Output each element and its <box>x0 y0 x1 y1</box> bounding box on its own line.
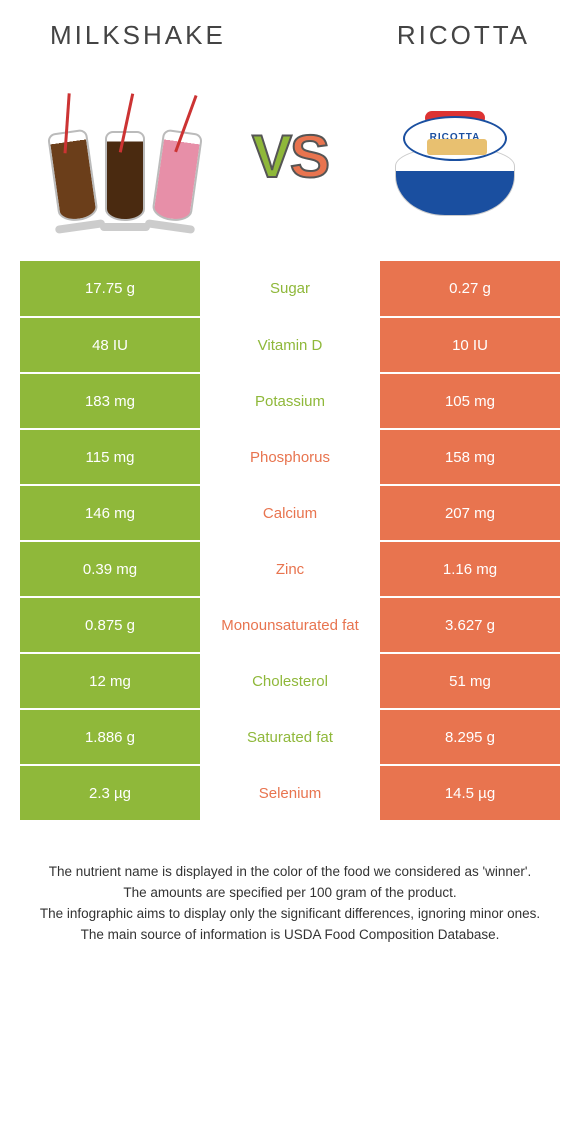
right-value: 207 mg <box>380 485 560 541</box>
table-row: 1.886 gSaturated fat8.295 g <box>20 709 560 765</box>
nutrient-name: Zinc <box>200 541 380 597</box>
header: Milkshake Ricotta <box>0 0 580 61</box>
footer-line: The infographic aims to display only the… <box>30 904 550 925</box>
images-row: VS RICOTTA <box>0 61 580 261</box>
right-value: 105 mg <box>380 373 560 429</box>
nutrient-name: Selenium <box>200 765 380 821</box>
left-value: 12 mg <box>20 653 200 709</box>
right-value: 3.627 g <box>380 597 560 653</box>
nutrient-name: Cholesterol <box>200 653 380 709</box>
footer-line: The nutrient name is displayed in the co… <box>30 862 550 883</box>
left-value: 183 mg <box>20 373 200 429</box>
nutrient-name: Monounsaturated fat <box>200 597 380 653</box>
left-value: 0.875 g <box>20 597 200 653</box>
left-food-title: Milkshake <box>50 20 226 51</box>
nutrient-name: Vitamin D <box>200 317 380 373</box>
nutrient-name: Phosphorus <box>200 429 380 485</box>
right-value: 10 IU <box>380 317 560 373</box>
right-value: 0.27 g <box>380 261 560 317</box>
nutrient-name: Calcium <box>200 485 380 541</box>
table-row: 115 mgPhosphorus158 mg <box>20 429 560 485</box>
footer-line: The main source of information is USDA F… <box>30 925 550 946</box>
left-value: 2.3 µg <box>20 765 200 821</box>
table-row: 0.39 mgZinc1.16 mg <box>20 541 560 597</box>
vs-v-letter: V <box>252 123 290 190</box>
left-value: 115 mg <box>20 429 200 485</box>
ricotta-image: RICOTTA <box>370 76 540 236</box>
milkshake-image <box>40 76 210 236</box>
left-value: 0.39 mg <box>20 541 200 597</box>
nutrient-name: Saturated fat <box>200 709 380 765</box>
nutrient-name: Potassium <box>200 373 380 429</box>
table-row: 12 mgCholesterol51 mg <box>20 653 560 709</box>
table-row: 183 mgPotassium105 mg <box>20 373 560 429</box>
right-value: 1.16 mg <box>380 541 560 597</box>
right-food-title: Ricotta <box>397 20 530 51</box>
left-value: 146 mg <box>20 485 200 541</box>
table-row: 2.3 µgSelenium14.5 µg <box>20 765 560 821</box>
nutrient-name: Sugar <box>200 261 380 317</box>
right-value: 51 mg <box>380 653 560 709</box>
footer-notes: The nutrient name is displayed in the co… <box>0 822 580 966</box>
comparison-table: 17.75 gSugar0.27 g48 IUVitamin D10 IU183… <box>20 261 560 822</box>
table-row: 0.875 gMonounsaturated fat3.627 g <box>20 597 560 653</box>
left-value: 1.886 g <box>20 709 200 765</box>
table-row: 17.75 gSugar0.27 g <box>20 261 560 317</box>
footer-line: The amounts are specified per 100 gram o… <box>30 883 550 904</box>
table-row: 146 mgCalcium207 mg <box>20 485 560 541</box>
right-value: 158 mg <box>380 429 560 485</box>
vs-s-letter: S <box>290 123 328 190</box>
vs-badge: VS <box>252 122 328 191</box>
right-value: 14.5 µg <box>380 765 560 821</box>
left-value: 48 IU <box>20 317 200 373</box>
left-value: 17.75 g <box>20 261 200 317</box>
right-value: 8.295 g <box>380 709 560 765</box>
table-row: 48 IUVitamin D10 IU <box>20 317 560 373</box>
